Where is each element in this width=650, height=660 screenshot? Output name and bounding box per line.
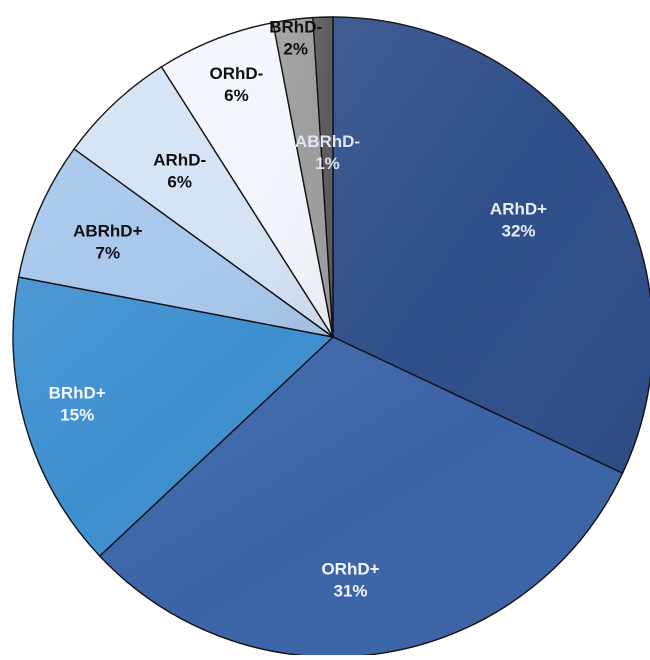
slice-label: ORhD-	[209, 64, 263, 83]
slice-label: ABRhD-	[295, 132, 360, 151]
pie-slice-sheen	[74, 66, 334, 337]
slice-label: ORhD+	[321, 560, 379, 579]
slice-label: ABRhD+	[73, 221, 142, 240]
slice-value-label: 1%	[315, 154, 340, 173]
slice-value-label: 15%	[60, 405, 94, 424]
pie-labels: ARhD+ 32% ORhD+ 31% BRhD+ 15% ABRhD+ 7% ARhD- 6% O…	[49, 18, 548, 601]
slice-value-label: 6%	[167, 173, 192, 192]
slice-label: ARhD-	[153, 151, 206, 170]
pie-slices	[12, 16, 650, 658]
slice-label: ARhD+	[490, 200, 547, 219]
pie-slice-sheen	[161, 22, 333, 337]
slice-value-label: 7%	[96, 243, 121, 262]
slice-value-label: 31%	[333, 582, 367, 601]
slice-label: BRhD-	[269, 18, 322, 37]
pie-slice-sheen	[273, 17, 333, 337]
pie-slice-sheen	[99, 337, 623, 658]
slice-label: BRhD+	[49, 383, 106, 402]
slice-value-label: 32%	[501, 222, 535, 241]
pie-slice-sheen	[18, 148, 333, 337]
slice-value-label: 6%	[224, 86, 249, 105]
pie-slice-sheen	[312, 16, 333, 337]
pie-slice-sheen	[333, 17, 650, 474]
pie-slice-sheen	[13, 277, 333, 557]
slice-value-label: 2%	[283, 40, 308, 59]
